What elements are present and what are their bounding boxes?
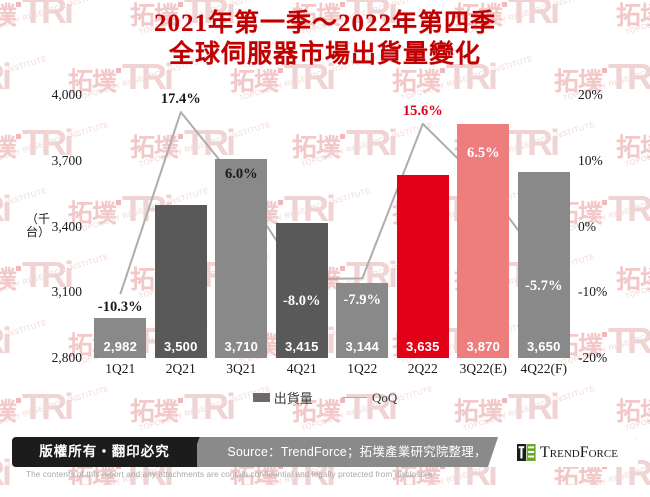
x-axis-label-4Q22(F): 4Q22(F) <box>520 361 568 376</box>
qoq-label-2Q21: 17.4% <box>160 91 201 108</box>
y-right-tick: -20% <box>578 350 608 365</box>
legend-bar-swatch-icon <box>252 393 270 402</box>
page-title: 2021年第一季～2022年第四季 全球伺服器市場出貨量變化 <box>0 8 650 70</box>
y-right-tick: 0% <box>578 218 596 234</box>
bar-value-label: 3,710 <box>224 339 259 354</box>
bar-2Q22[interactable]: 3,635 <box>396 175 449 358</box>
chart-legend: 出貨量 QoQ <box>0 388 650 407</box>
legend-line-swatch-icon <box>341 396 367 398</box>
qoq-label-4Q22(F): -5.7% <box>525 277 563 294</box>
qoq-label-3Q21: 6.0% <box>224 166 258 183</box>
qoq-label-1Q22: -7.9% <box>343 292 381 309</box>
y-left-tick: 3,100 <box>51 284 82 300</box>
bar-2Q21[interactable]: 3,500 <box>154 204 207 358</box>
qoq-label-4Q21: -8.0% <box>283 293 321 310</box>
bar-value-label: 2,982 <box>103 339 138 354</box>
footer-copyright-bar <box>12 437 197 467</box>
bar-value-label: 3,144 <box>345 339 380 354</box>
bar-3Q22(E)[interactable]: 3,870 <box>457 123 510 358</box>
qoq-label-3Q22(E): 6.5% <box>466 145 500 162</box>
legend-bar-label: 出貨量 <box>273 391 313 406</box>
bar-value-label: 3,500 <box>163 339 198 354</box>
bar-value-label: 3,415 <box>284 339 319 354</box>
x-axis-label-4Q21: 4Q21 <box>286 361 317 376</box>
y-right-tick: -10% <box>578 284 608 300</box>
copyright-text: 版權所有・翻印必究 <box>39 444 170 459</box>
x-axis-label-3Q22(E): 3Q22(E) <box>459 361 507 376</box>
x-axis-label-3Q21: 3Q21 <box>226 361 257 376</box>
trendforce-logo: TrendForce <box>517 443 618 462</box>
qoq-label-1Q21: -10.3% <box>97 299 143 316</box>
bar-4Q22(F)[interactable]: 3,650 <box>517 171 570 358</box>
bar-value-label: 3,870 <box>466 339 501 354</box>
y-left-tick: 3,700 <box>51 152 82 168</box>
trendforce-wordmark: TrendForce <box>540 443 618 461</box>
disclaimer-text: The contents of this report and any atta… <box>26 470 435 479</box>
title-line-1: 2021年第一季～2022年第四季 <box>153 10 496 37</box>
x-axis-label-1Q21: 1Q21 <box>105 361 136 376</box>
legend-item-line: QoQ <box>341 389 398 406</box>
y-right-tick: 10% <box>578 152 603 168</box>
chart-area: （千台） 2,800 3,100 3,400 3,700 4,000 -20% -10% 0… <box>0 85 650 385</box>
y-right-tick: 20% <box>578 87 603 102</box>
y-left-tick: 4,000 <box>51 87 82 102</box>
bar-1Q22[interactable]: 3,144 <box>336 282 389 358</box>
plot-area: 2,982 3,500 3,710 3,415 3,144 3,635 3,870 3,650… <box>90 91 574 358</box>
bar-value-label: 3,650 <box>526 339 561 354</box>
legend-item-bar: 出貨量 <box>252 388 313 407</box>
bar-1Q21[interactable]: 2,982 <box>94 318 147 358</box>
qoq-label-2Q22: 15.6% <box>402 102 443 119</box>
y-left-tick: 2,800 <box>51 350 82 365</box>
source-text: Source：TrendForce；拓墣產業研究院整理，2022/08 <box>227 445 487 489</box>
footer: 版權所有・翻印必究 Source：TrendForce；拓墣產業研究院整理，20… <box>0 432 650 489</box>
bar-value-label: 3,635 <box>405 339 440 354</box>
x-axis-label-2Q22: 2Q22 <box>407 361 438 376</box>
trendforce-mark-icon <box>517 443 536 462</box>
title-line-2: 全球伺服器市場出貨量變化 <box>168 41 481 68</box>
x-axis-label-2Q21: 2Q21 <box>165 361 196 376</box>
bar-3Q21[interactable]: 3,710 <box>215 158 268 358</box>
x-axis-label-1Q22: 1Q22 <box>347 361 378 376</box>
bar-4Q21[interactable]: 3,415 <box>275 223 328 358</box>
footer-bar: 版權所有・翻印必究 Source：TrendForce；拓墣產業研究院整理，20… <box>12 437 638 489</box>
legend-line-label: QoQ <box>371 390 398 405</box>
y-left-tick: 3,400 <box>51 218 82 234</box>
